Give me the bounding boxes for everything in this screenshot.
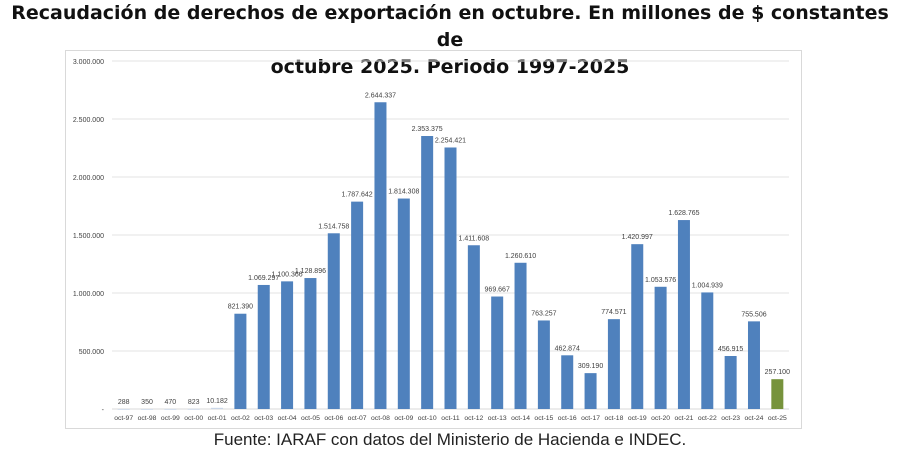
bar-oct-21 [677,220,690,409]
data-label: 2.644.337 [365,92,396,99]
data-label: 462.874 [555,345,580,352]
x-tick-label: oct-06 [324,415,343,422]
source-note: Fuente: IARAF con datos del Ministerio d… [213,430,687,449]
bar-oct-25 [771,379,784,409]
data-label: 257.100 [765,369,790,376]
x-tick-label: oct-97 [114,415,133,422]
x-tick-label: oct-98 [138,415,157,422]
bar-oct-00 [187,408,200,410]
y-tick-label: 2.000.000 [73,175,104,182]
data-label: 755.506 [741,311,766,318]
data-label: 1.100.366 [272,271,303,278]
bar-oct-23 [724,355,737,409]
data-label: 1.787.642 [342,192,373,199]
chart-frame [65,50,802,429]
data-label: 2.353.375 [412,126,443,133]
y-tick-label: - [102,407,105,414]
bar-oct-22 [701,292,714,409]
x-tick-label: oct-00 [184,415,203,422]
data-label: 1.628.765 [668,210,699,217]
bar-oct-05 [304,278,317,409]
x-tick-label: oct-17 [581,415,600,422]
data-label: 309.190 [578,363,603,370]
x-tick-label: oct-02 [231,415,250,422]
x-tick-label: oct-22 [698,415,717,422]
data-label: 969.667 [485,287,510,294]
x-tick-label: oct-20 [651,415,670,422]
data-label: 1.053.576 [645,277,676,284]
x-tick-label: oct-12 [464,415,483,422]
x-tick-label: oct-99 [161,415,180,422]
bar-oct-15 [537,320,550,409]
data-label: 821.390 [228,304,253,311]
x-tick-label: oct-21 [675,415,694,422]
y-tick-label: 2.500.000 [73,117,104,124]
data-label: 288 [118,399,130,406]
bar-oct-03 [257,284,270,409]
data-label: 350 [141,399,153,406]
title-line-1: Recaudación de derechos de exportación e… [11,2,889,51]
bar-oct-10 [421,136,434,410]
data-label: 1.069.297 [248,275,279,282]
x-tick-label: oct-05 [301,415,320,422]
bar-oct-97 [117,408,130,410]
data-label: 763.257 [531,310,556,317]
bar-oct-17 [584,373,597,409]
x-tick-label: oct-13 [488,415,507,422]
bar-oct-14 [514,262,527,409]
x-tick-label: oct-07 [348,415,367,422]
data-label: 470 [165,399,177,406]
x-tick-label: oct-10 [418,415,437,422]
x-tick-label: oct-15 [534,415,553,422]
bar-oct-13 [491,296,504,409]
data-label: 1.004.939 [692,282,723,289]
bar-oct-24 [747,321,760,409]
x-tick-label: oct-11 [441,415,460,422]
data-label: 1.814.308 [388,189,419,196]
x-tick-label: oct-18 [604,415,623,422]
bar-oct-12 [467,245,480,409]
data-label: 1.260.610 [505,253,536,260]
bar-oct-11 [444,147,457,409]
bar-oct-09 [397,198,410,409]
bar-oct-02 [234,313,247,409]
bar-oct-08 [374,102,387,410]
data-label: 2.254.421 [435,137,466,144]
bar-oct-99 [164,408,177,410]
x-tick-label: oct-04 [278,415,297,422]
x-tick-label: oct-25 [768,415,787,422]
data-label: 456.915 [718,346,743,353]
x-tick-label: oct-14 [511,415,530,422]
data-label: 774.571 [601,309,626,316]
data-label: 1.420.997 [622,234,653,241]
bar-oct-07 [351,201,364,409]
y-tick-label: 1.500.000 [73,233,104,240]
x-tick-label: oct-09 [394,415,413,422]
x-tick-label: oct-01 [208,415,227,422]
bar-oct-01 [211,407,224,409]
x-tick-label: oct-16 [558,415,577,422]
x-tick-label: oct-03 [254,415,273,422]
data-label: 10.182 [206,398,228,405]
x-tick-label: oct-08 [371,415,390,422]
bar-oct-18 [607,319,620,409]
bar-oct-98 [141,408,154,410]
y-tick-label: 3.000.000 [73,59,104,66]
data-label: 823 [188,399,200,406]
y-tick-label: 1.000.000 [73,291,104,298]
bar-oct-19 [631,244,644,409]
bar-oct-16 [561,355,574,409]
x-tick-label: oct-23 [721,415,740,422]
bar-oct-06 [327,233,340,409]
x-tick-label: oct-19 [628,415,647,422]
y-tick-label: 500.000 [79,349,104,356]
x-tick-label: oct-24 [745,415,764,422]
data-label: 1.128.896 [295,268,326,275]
bar-oct-04 [281,281,294,409]
data-label: 1.411.608 [459,235,490,242]
bar-oct-20 [654,286,667,409]
data-label: 1.514.758 [318,223,349,230]
